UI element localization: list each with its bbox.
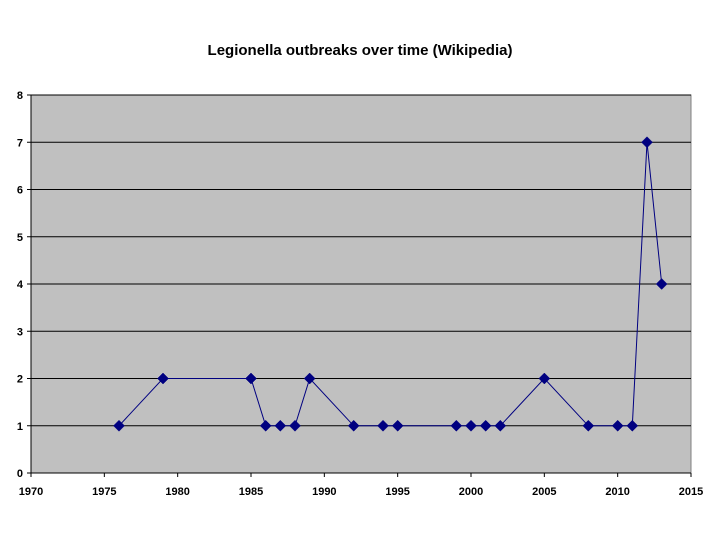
y-tick-label: 8 [17, 90, 23, 102]
x-tick-label: 1970 [19, 486, 43, 498]
x-tick-label: 1990 [312, 486, 336, 498]
data-point [113, 419, 125, 432]
data-point [641, 136, 653, 149]
data-point [274, 419, 287, 432]
x-tick-label: 2005 [532, 486, 556, 498]
y-tick-label: 2 [17, 374, 23, 386]
chart-title: Legionella outbreaks over time (Wikipedi… [207, 42, 513, 59]
data-point [582, 419, 595, 432]
x-tick-label: 1980 [165, 486, 189, 498]
y-tick-label: 0 [17, 468, 23, 480]
data-point [157, 372, 169, 385]
y-tick-label: 4 [17, 279, 24, 291]
x-tick-label: 1995 [385, 486, 409, 498]
data-point [391, 419, 404, 432]
data-point [245, 372, 257, 385]
data-point [377, 419, 389, 432]
y-tick-label: 1 [17, 421, 23, 433]
data-point [655, 278, 668, 290]
data-point [450, 419, 463, 432]
x-tick-label: 1985 [239, 486, 263, 498]
data-point [494, 419, 507, 432]
data-point [611, 419, 624, 432]
y-tick-label: 6 [17, 185, 23, 197]
data-point [465, 419, 477, 432]
data-point [347, 419, 360, 432]
data-point [626, 419, 639, 432]
data-point [538, 372, 551, 385]
y-tick-label: 5 [17, 232, 23, 244]
data-point [479, 419, 492, 432]
data-point [259, 419, 272, 432]
x-tick-label: 2015 [679, 486, 703, 498]
y-tick-label: 7 [17, 137, 23, 149]
data-point [303, 372, 316, 385]
data-point [289, 419, 301, 432]
x-tick-label: 2000 [459, 486, 483, 498]
y-tick-label: 3 [17, 326, 23, 338]
x-tick-label: 1975 [92, 486, 116, 498]
x-tick-label: 2010 [605, 486, 629, 498]
